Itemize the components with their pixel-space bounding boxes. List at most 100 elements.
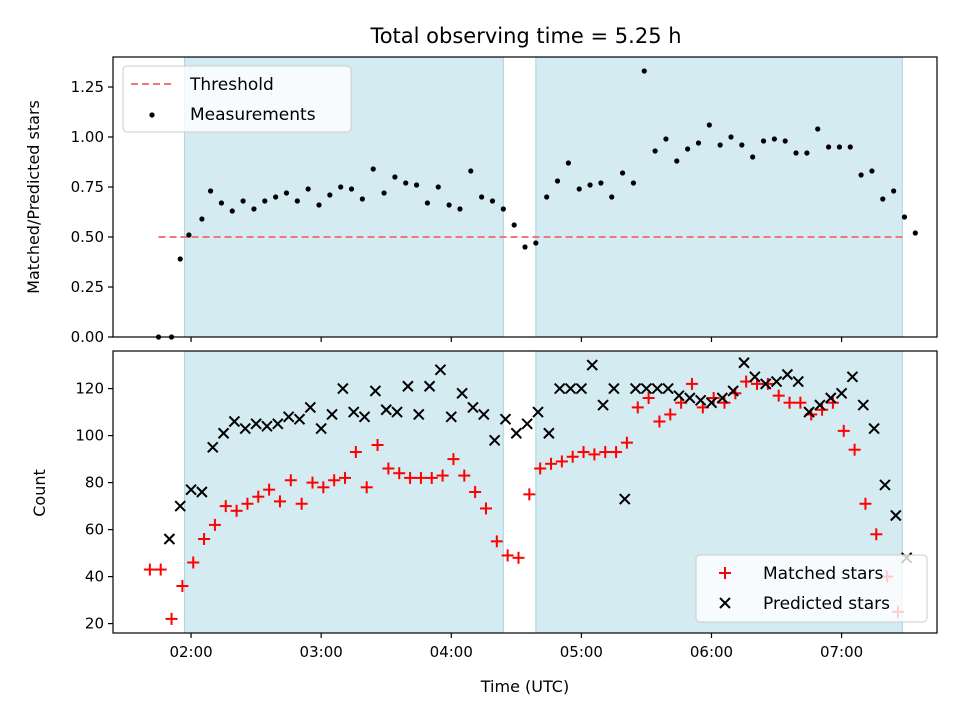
bottom-panel: 20 40 60 80 100 120 02:00 03:00 04:00 05:00 06:00… [30, 350, 938, 696]
x-axis-label: Time (UTC) [480, 677, 569, 696]
measurement-point [294, 198, 300, 204]
measurement-point [912, 230, 918, 236]
measurement-point [630, 180, 637, 186]
predicted-star-point [792, 375, 804, 388]
y-tick-label: 0.25 [71, 278, 104, 296]
predicted-star-point [347, 406, 360, 418]
measurement-point [435, 184, 441, 190]
predicted-star-point [716, 392, 729, 404]
matched-star-point [198, 533, 211, 545]
bottom-x-axis: 02:00 03:00 04:00 05:00 06:00 07:00 [169, 633, 863, 661]
predicted-star-point [781, 368, 794, 381]
predicted-star-point [825, 392, 837, 404]
measurement-point [327, 192, 333, 198]
matched-star-point [631, 401, 644, 414]
measurement-point [587, 182, 593, 188]
predicted-star-point [315, 422, 327, 435]
measurement-point [359, 196, 365, 202]
measurement-point [847, 144, 853, 150]
x-tick-label: 03:00 [300, 643, 343, 661]
matched-star-point [219, 500, 232, 513]
predicted-star-point [575, 382, 588, 395]
measurement-point [305, 186, 311, 192]
measurement-point [836, 144, 843, 150]
measurement-point [511, 222, 517, 228]
matched-star-point [404, 471, 417, 484]
measurement-point [641, 68, 647, 74]
measurement-point [500, 206, 506, 212]
top-x-ticks [190, 337, 843, 342]
measurement-point [177, 256, 183, 262]
bottom-y-axis: 20 40 60 80 100 120 [75, 380, 113, 633]
matched-star-point [458, 469, 471, 482]
measurement-point [413, 182, 420, 188]
matched-star-point [263, 483, 276, 496]
measurement-point [468, 168, 474, 174]
top-panel: Total observing time = 5.25 h 0.000.250.… [24, 24, 938, 346]
matched-star-point [501, 549, 514, 562]
x-tick-label: 05:00 [560, 643, 603, 661]
measurement-point [457, 206, 463, 212]
measurement-point [815, 126, 821, 132]
measurement-point [424, 200, 431, 206]
predicted-star-point [640, 382, 653, 395]
legend-matched-swatch [719, 567, 731, 579]
predicted-star-point [846, 371, 859, 383]
measurement-point [392, 174, 398, 180]
predicted-star-point [521, 418, 533, 430]
bottom-legend: Matched stars Predicted stars [695, 554, 928, 623]
matched-star-point [469, 486, 482, 498]
predicted-star-point [196, 486, 208, 498]
matched-star-point [425, 471, 438, 484]
measurement-point [858, 172, 864, 178]
predicted-star-point [543, 427, 555, 439]
predicted-star-point [478, 408, 490, 421]
predicted-star-point [488, 434, 501, 447]
measurement-point [663, 136, 669, 142]
measurement-point [251, 206, 257, 212]
predicted-star-point [814, 399, 826, 411]
predicted-star-point [586, 359, 598, 371]
y-tick-label: 60 [85, 521, 104, 539]
matched-star-point [273, 495, 286, 508]
predicted-star-point [803, 406, 815, 418]
predicted-star-point [423, 380, 436, 392]
predicted-star-point [272, 418, 284, 430]
matched-star-point [859, 497, 872, 510]
bottom-plot-frame [112, 350, 938, 634]
predicted-star-point [163, 533, 176, 545]
legend-predicted-swatch [719, 597, 731, 609]
matched-star-point [436, 469, 449, 482]
matched-star-point [826, 396, 839, 409]
shaded-region-2 [535, 56, 903, 338]
measurement-point [554, 178, 561, 184]
predicted-star-point [532, 406, 544, 418]
legend-matched-label: Matched stars [763, 564, 883, 584]
measurement-point [804, 150, 810, 156]
matched-star-point [534, 462, 547, 475]
y-tick-label: 100 [75, 427, 104, 445]
matched-stars-points [143, 375, 904, 625]
predicted-star-point [174, 500, 186, 512]
matched-star-point [154, 563, 167, 576]
matched-star-point [306, 476, 319, 489]
y-tick-label: 0.50 [71, 228, 104, 246]
top-legend-box [122, 65, 352, 133]
y-tick-label: 80 [85, 474, 104, 492]
matched-star-point [371, 439, 384, 451]
predicted-star-point [217, 427, 230, 439]
matched-star-point [143, 563, 156, 576]
y-tick-label: 0.75 [71, 178, 104, 196]
matched-star-point [490, 535, 503, 548]
predicted-star-point [673, 389, 685, 402]
predicted-star-point [185, 483, 197, 496]
measurement-point [348, 186, 355, 192]
measurement-point [544, 194, 550, 200]
predicted-star-point [694, 394, 707, 407]
predicted-star-point [358, 411, 371, 423]
measurement-point [706, 122, 712, 128]
predicted-star-point [835, 387, 848, 400]
matched-star-point [848, 443, 861, 456]
predicted-star-point [337, 382, 349, 395]
top-y-axis: 0.00 0.25 0.50 0.75 1.00 1.25 [71, 78, 113, 346]
